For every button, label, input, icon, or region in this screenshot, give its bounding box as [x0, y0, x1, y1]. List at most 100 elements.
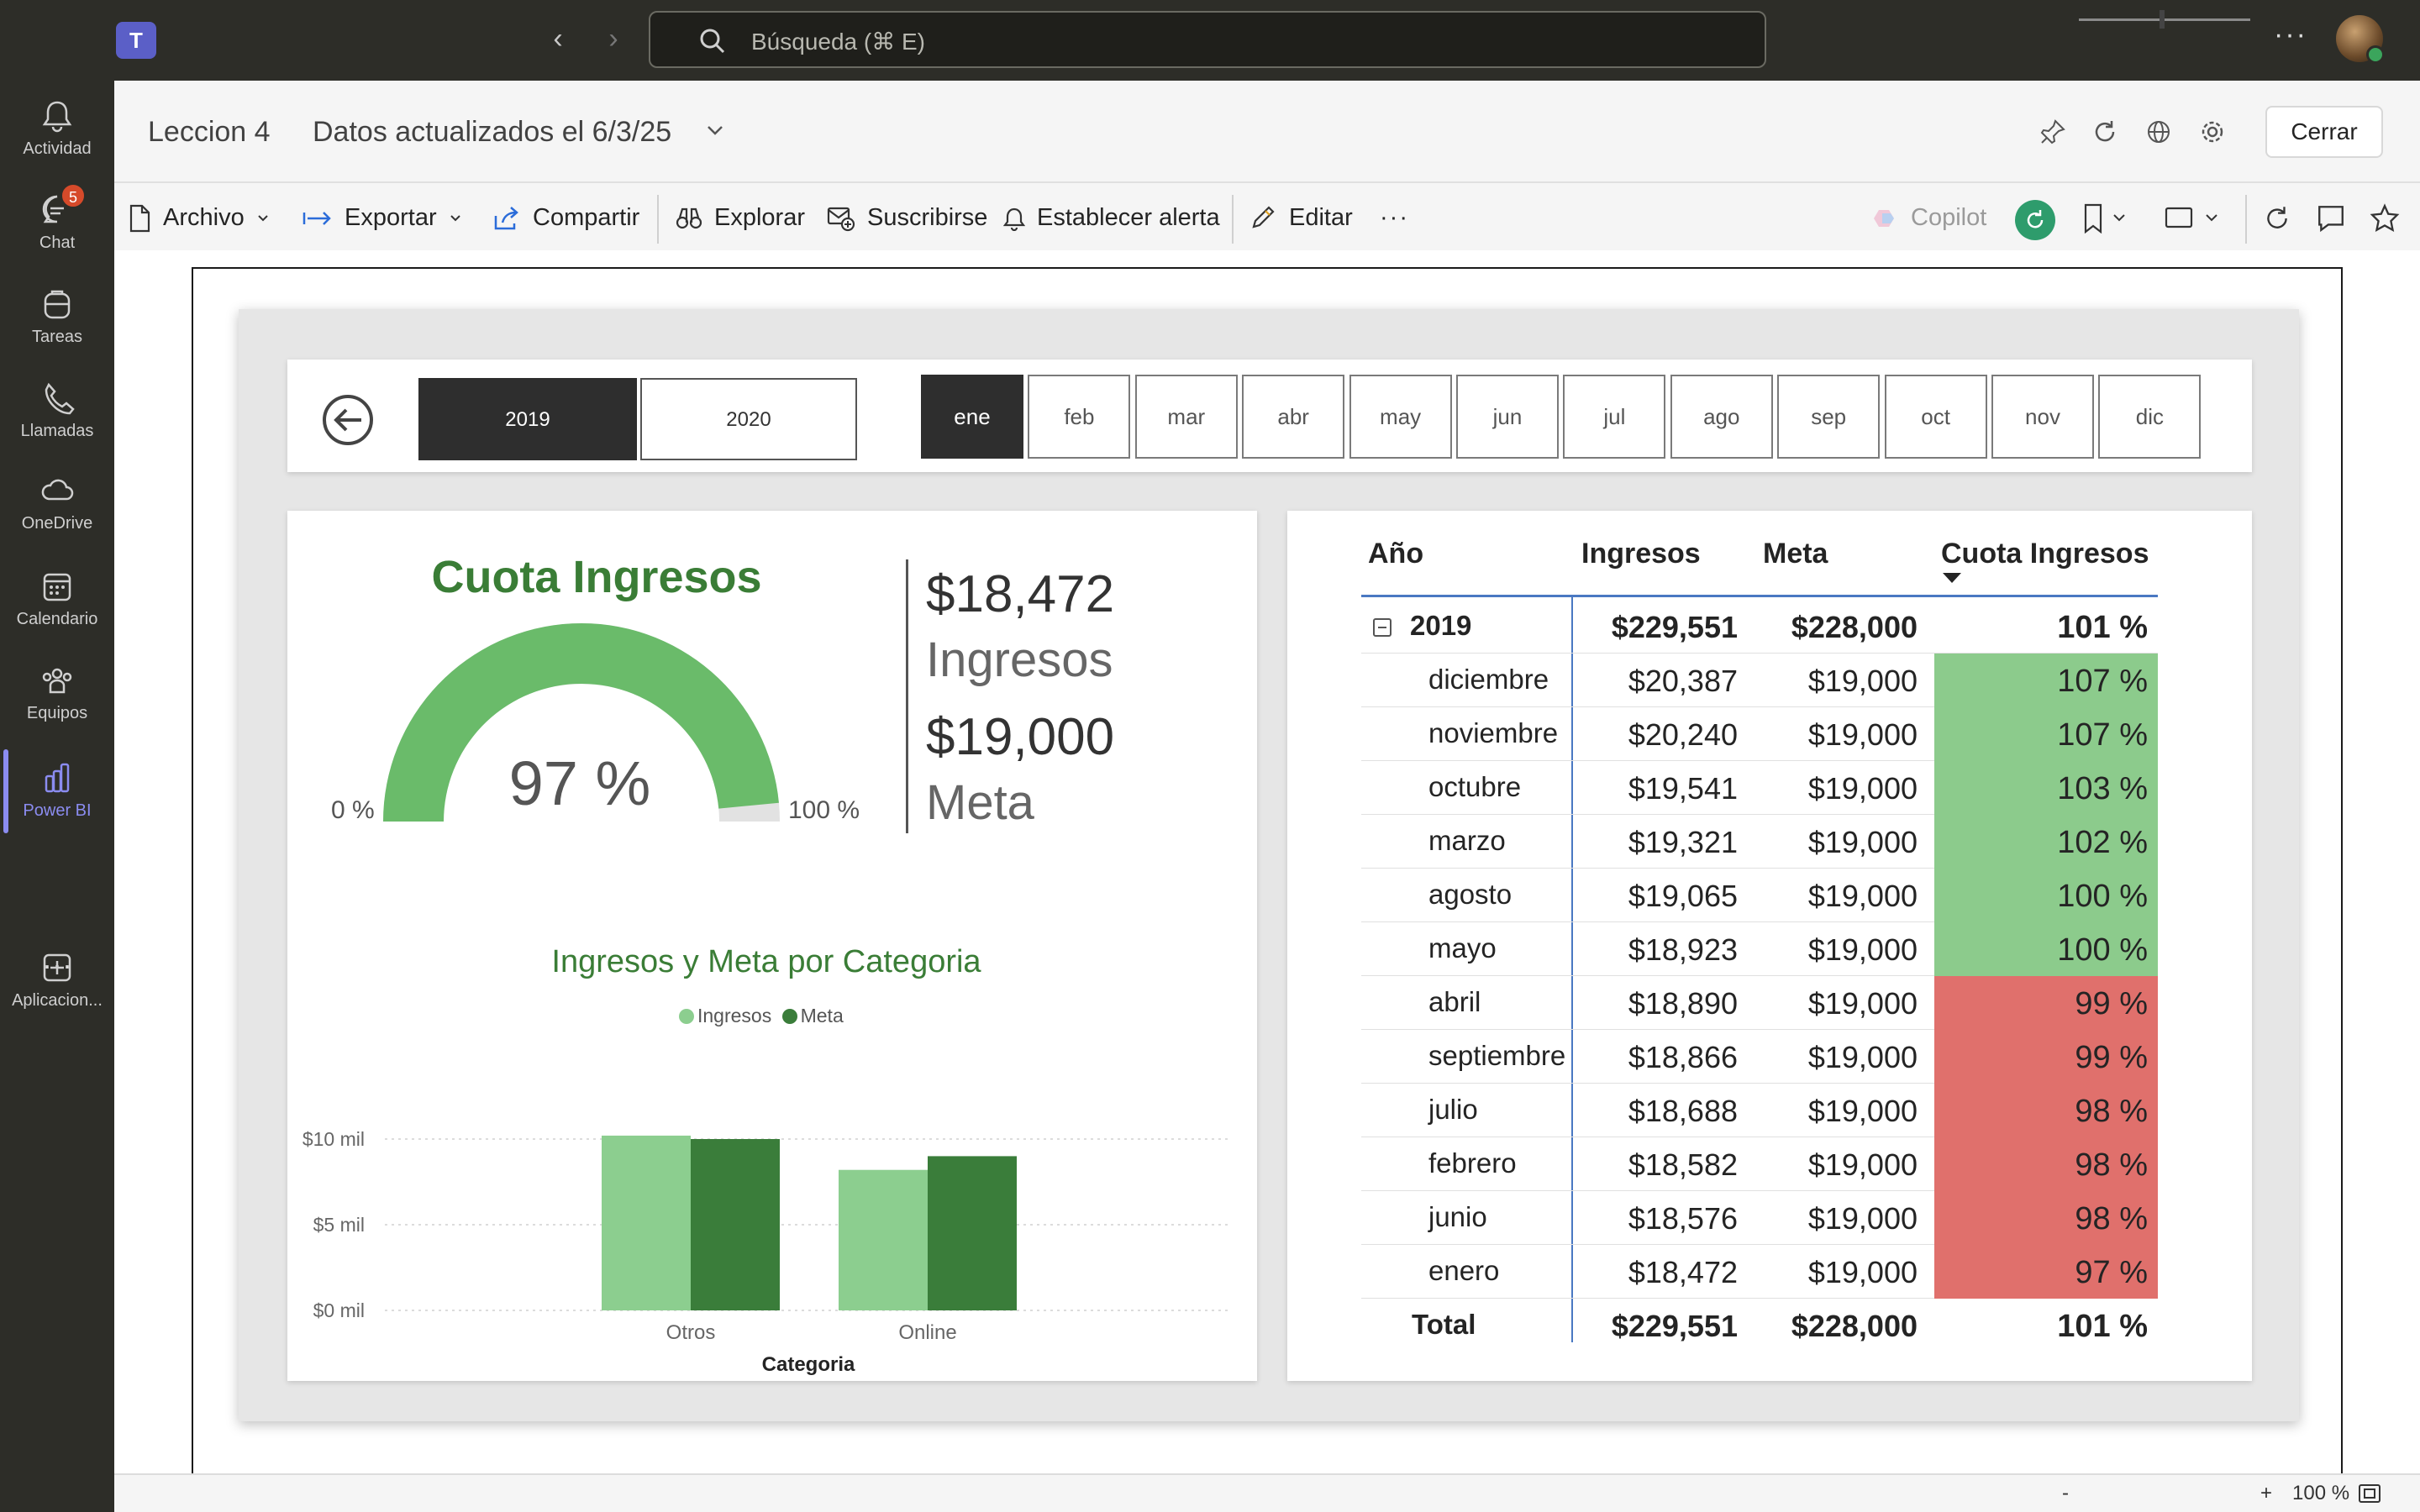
pin-icon[interactable]	[2039, 118, 2067, 146]
title-bar: T ‹ › Búsqueda (⌘ E) ···	[0, 0, 2420, 81]
refresh-date-dropdown[interactable]: Datos actualizados el 6/3/25	[313, 116, 672, 148]
rail-item-teams[interactable]: Equipos	[0, 652, 114, 736]
table-row: febrero $18,582 $19,000 98 %	[1361, 1137, 2158, 1191]
collapse-icon[interactable]	[1373, 618, 1392, 637]
explore-button[interactable]: Explorar	[676, 200, 805, 235]
back-arrow-icon[interactable]	[321, 393, 375, 447]
month-button-mar[interactable]: mar	[1134, 375, 1238, 459]
header-cuota[interactable]: Cuota Ingresos	[1941, 538, 2149, 570]
zoom-slider-thumb[interactable]	[2160, 10, 2165, 29]
view-icon[interactable]	[2165, 203, 2223, 234]
table-row: noviembre $20,240 $19,000 107 %	[1361, 707, 2158, 761]
ingresos-cell: $18,472	[1628, 1255, 1738, 1289]
chevron-down-icon[interactable]	[702, 118, 728, 143]
chat-icon	[42, 195, 64, 223]
file-menu-button[interactable]: Archivo	[128, 200, 281, 235]
row-label: agosto	[1428, 879, 1512, 910]
meta-cell: $19,000	[1807, 986, 1918, 1021]
avatar[interactable]	[2336, 15, 2385, 64]
rail-item-activity[interactable]: Actividad	[0, 87, 114, 171]
month-button-abr[interactable]: abr	[1242, 375, 1345, 459]
refresh-icon[interactable]	[2262, 203, 2292, 234]
table-row: mayo $18,923 $19,000 100 %	[1361, 922, 2158, 976]
month-button-dic[interactable]: dic	[2098, 375, 2202, 459]
year-button-2020[interactable]: 2020	[640, 378, 857, 460]
header-ingresos[interactable]: Ingresos	[1581, 538, 1701, 570]
globe-icon[interactable]	[2144, 118, 2173, 146]
month-button-oct[interactable]: oct	[1884, 375, 1987, 459]
cuota-value: 100 %	[2057, 879, 2148, 914]
kpi-meta-value: $19,000	[926, 708, 1115, 766]
month-button-may[interactable]: may	[1349, 375, 1452, 459]
rail-item-apps[interactable]: Aplicacion...	[0, 939, 114, 1023]
zoom-in-button[interactable]: +	[2260, 1482, 2273, 1504]
reset-icon[interactable]	[2015, 200, 2055, 240]
more-options-icon[interactable]: ···	[1380, 204, 1409, 231]
meta-cell: $228,000	[1791, 1309, 1918, 1343]
table-row: marzo $19,321 $19,000 102 %	[1361, 815, 2158, 869]
rail-item-tasks[interactable]: Tareas	[0, 276, 114, 360]
search-bar[interactable]: Búsqueda (⌘ E)	[649, 11, 1766, 68]
month-button-jul[interactable]: jul	[1563, 375, 1666, 459]
back-arrow-icon[interactable]: ‹	[553, 23, 563, 55]
add-app-icon	[43, 953, 71, 982]
cuota-value: 107 %	[2057, 664, 2148, 699]
header-underline	[1361, 595, 2158, 597]
settings-gear-icon[interactable]	[2198, 118, 2227, 146]
rail-label: Actividad	[23, 139, 92, 158]
bookmark-icon[interactable]	[2081, 203, 2131, 234]
search-icon	[700, 29, 725, 54]
share-button[interactable]: Compartir	[492, 200, 639, 235]
export-menu-button[interactable]: Exportar	[302, 200, 474, 235]
rail-item-calendar[interactable]: Calendario	[0, 558, 114, 642]
x-tick-label: Online	[898, 1321, 956, 1344]
favorite-star-icon[interactable]	[2370, 203, 2400, 234]
report-title: Leccion 4	[148, 116, 271, 148]
more-options-icon[interactable]: ···	[2274, 18, 2307, 50]
rail-item-chat[interactable]: 5 Chat	[0, 181, 114, 265]
edit-button[interactable]: Editar	[1249, 200, 1353, 235]
rail-item-calls[interactable]: Llamadas	[0, 370, 114, 454]
header-meta[interactable]: Meta	[1763, 538, 1828, 570]
header-year[interactable]: Año	[1368, 538, 1424, 570]
set-alert-button[interactable]: Establecer alerta	[1002, 200, 1220, 235]
zoom-out-button[interactable]: -	[2062, 1482, 2069, 1504]
power-bi-icon	[45, 763, 70, 793]
chart-title: Ingresos y Meta por Categoria	[551, 944, 981, 979]
month-button-sep[interactable]: sep	[1777, 375, 1881, 459]
export-label: Exportar	[345, 204, 437, 231]
subscribe-button[interactable]: Suscribirse	[827, 200, 987, 235]
teams-logo-icon[interactable]: T	[116, 22, 156, 59]
fit-to-page-icon[interactable]	[2358, 1483, 2381, 1504]
ingresos-cell: $229,551	[1611, 1309, 1738, 1343]
copilot-button[interactable]: Copilot	[1872, 200, 1986, 235]
gauge-min-label: 0 %	[331, 796, 375, 824]
meta-cell: $19,000	[1807, 1094, 1918, 1128]
rail-label: Power BI	[23, 801, 92, 820]
ingresos-cell: $19,321	[1628, 825, 1738, 859]
close-button[interactable]: Cerrar	[2265, 106, 2383, 158]
kpi-ingresos-value: $18,472	[926, 565, 1115, 623]
month-button-ago[interactable]: ago	[1670, 375, 1773, 459]
month-button-nov[interactable]: nov	[1991, 375, 2094, 459]
rail-item-powerbi[interactable]: Power BI	[0, 749, 114, 833]
month-button-feb[interactable]: feb	[1028, 375, 1131, 459]
comment-icon[interactable]	[2316, 203, 2346, 234]
forward-arrow-icon[interactable]: ›	[608, 23, 618, 55]
chevron-down-icon	[257, 215, 268, 222]
zoom-slider[interactable]	[2079, 18, 2250, 21]
table-group-row[interactable]: 2019 $229,551 $228,000 101 %	[1361, 600, 2158, 654]
cuota-cell: 100 %	[1934, 869, 2158, 922]
row-label: Total	[1412, 1309, 1476, 1340]
cuota-cell: 101 %	[1934, 600, 2158, 654]
column-divider	[1571, 596, 1573, 1342]
year-button-2019[interactable]: 2019	[418, 378, 637, 460]
refresh-icon[interactable]	[2091, 118, 2119, 146]
rail-item-onedrive[interactable]: OneDrive	[0, 462, 114, 546]
document-icon	[129, 205, 150, 233]
sort-descending-icon[interactable]	[1943, 573, 1961, 583]
month-button-jun[interactable]: jun	[1456, 375, 1559, 459]
kpi-divider	[906, 559, 908, 833]
month-button-ene[interactable]: ene	[921, 375, 1023, 459]
ingresos-cell: $18,890	[1628, 986, 1738, 1021]
